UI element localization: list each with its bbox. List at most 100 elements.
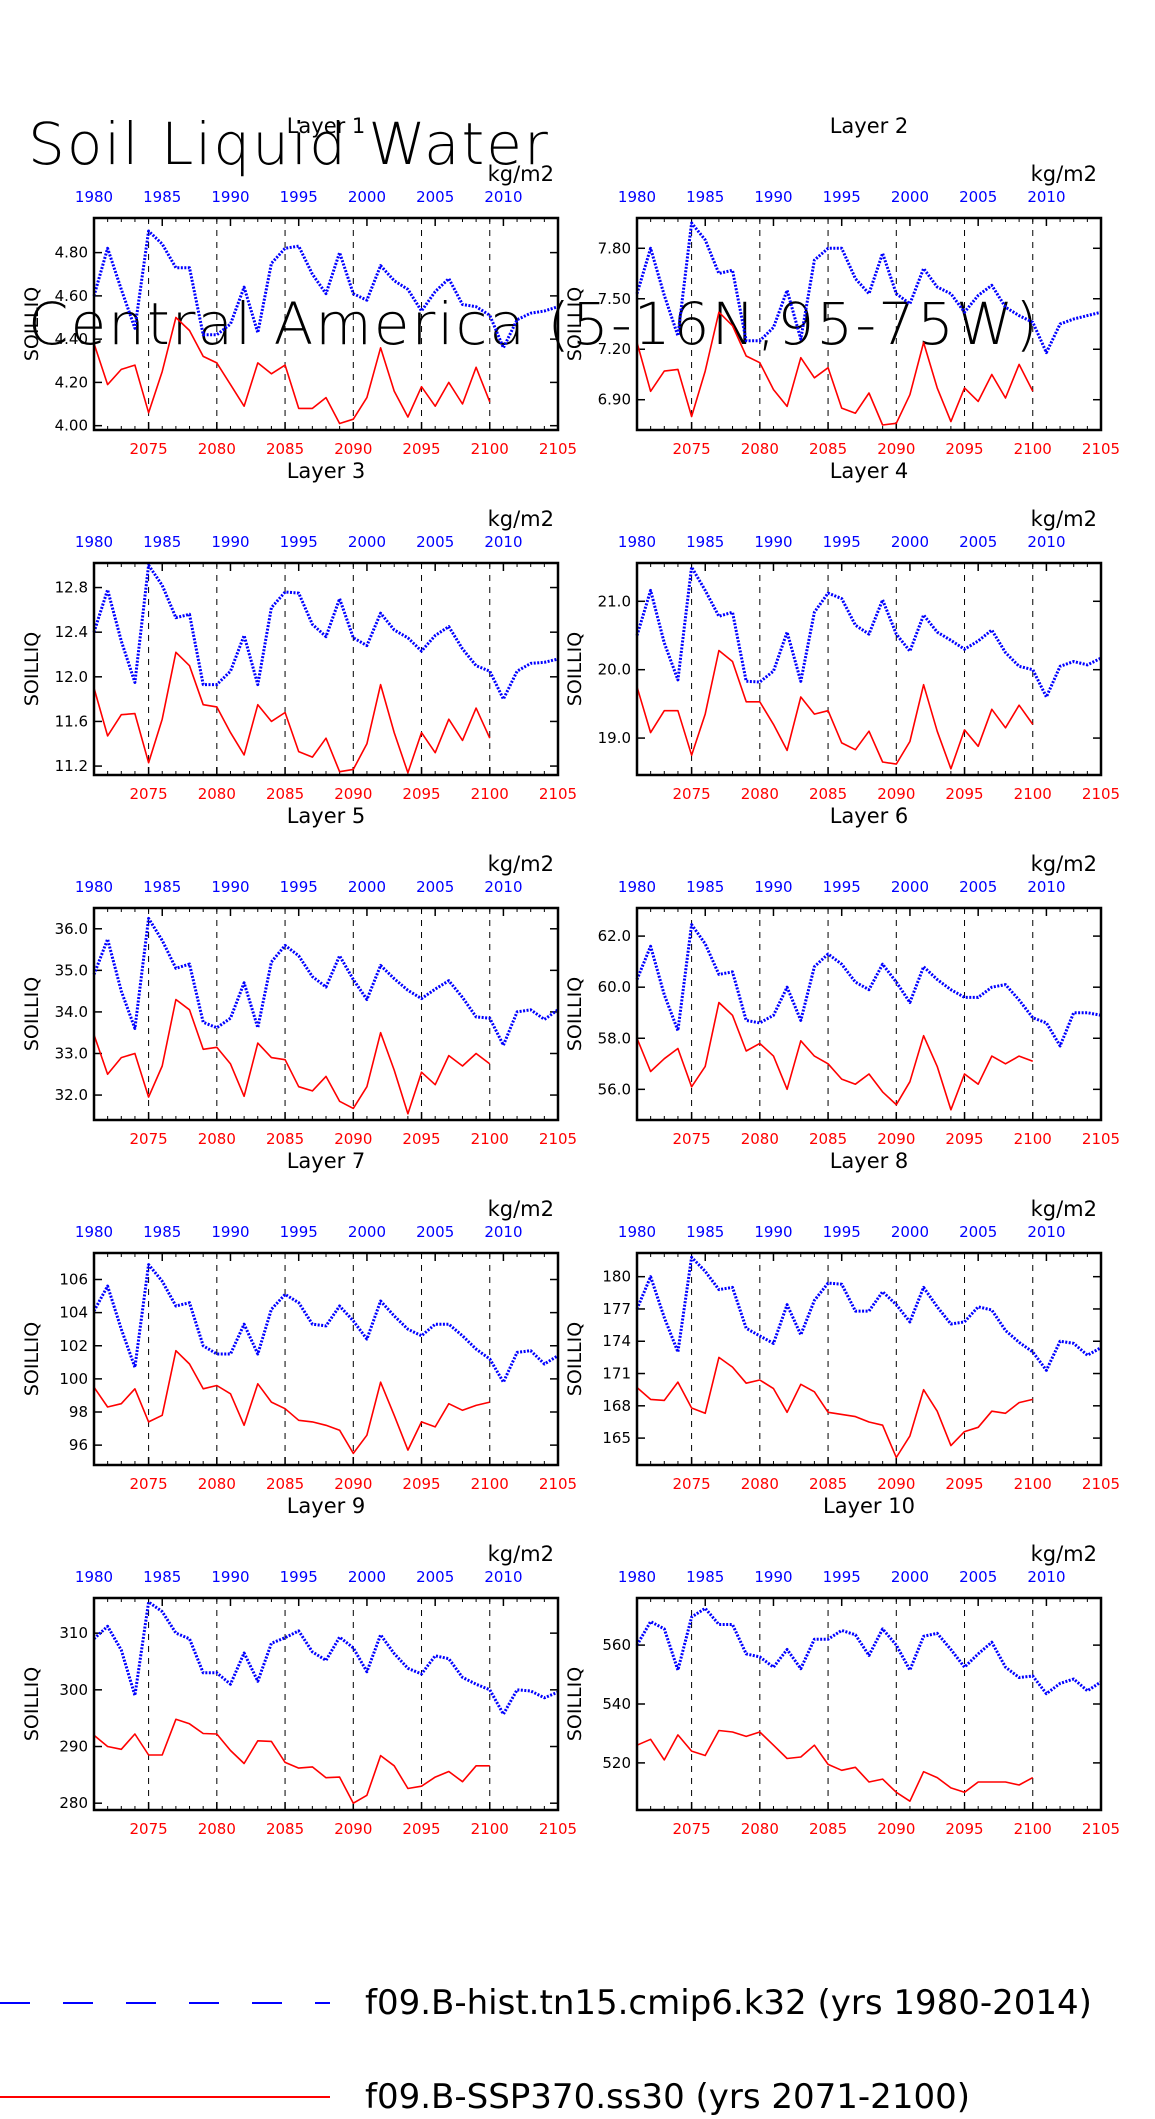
bottom-tick-label: 2105 [539, 785, 577, 803]
top-tick-label: 1990 [211, 188, 249, 206]
y-tick-label: 98 [69, 1403, 88, 1421]
top-tick-label: 1980 [75, 878, 113, 896]
y-tick-label: 4.40 [55, 330, 88, 348]
unit-label: kg/m2 [1031, 852, 1097, 876]
y-tick-label: 7.80 [598, 239, 631, 257]
bottom-tick-label: 2080 [198, 1820, 236, 1838]
y-axis-label: SOILLIQ [564, 977, 586, 1051]
bottom-tick-label: 2085 [809, 440, 847, 458]
bottom-tick-label: 2100 [1014, 1820, 1052, 1838]
top-tick-label: 2010 [1027, 878, 1065, 896]
y-tick-label: 7.20 [598, 340, 631, 358]
top-tick-label: 1985 [143, 1223, 181, 1241]
top-tick-label: 2010 [1027, 188, 1065, 206]
series-line-ssp [636, 311, 1034, 426]
top-tick-label: 1980 [618, 1223, 656, 1241]
top-tick-label: 2005 [416, 878, 454, 896]
series-line-hist [635, 221, 1102, 355]
series-line-ssp [93, 1349, 490, 1455]
chart-panel-7: Layer 7 kg/m2 1980 1985 1990 1995 2000 2005 2010… [21, 1149, 577, 1493]
bottom-tick-label: 2105 [539, 1130, 577, 1148]
panel-title: Layer 9 [287, 1494, 366, 1518]
bottom-tick-label: 2090 [334, 1475, 372, 1493]
bottom-tick-label: 2105 [539, 1475, 577, 1493]
panel-title: Layer 8 [830, 1149, 909, 1173]
top-tick-label: 1995 [823, 188, 861, 206]
bottom-tick-label: 2100 [1014, 440, 1052, 458]
y-tick-label: 104 [59, 1304, 88, 1322]
bottom-tick-label: 2075 [129, 1820, 167, 1838]
top-tick-label: 1985 [686, 188, 724, 206]
chart-panel-2: Layer 2 kg/m2 1980 1985 1990 1995 2000 2005 2010… [564, 114, 1120, 458]
top-tick-label: 2010 [484, 1223, 522, 1241]
panel-title: Layer 10 [823, 1494, 915, 1518]
top-tick-label: 2000 [348, 533, 386, 551]
unit-label: kg/m2 [1031, 507, 1097, 531]
top-tick-label: 2005 [416, 1568, 454, 1586]
bottom-tick-label: 2085 [266, 440, 304, 458]
bottom-tick-label: 2095 [945, 1130, 983, 1148]
plot-frame [92, 1251, 560, 1467]
bottom-tick-label: 2075 [129, 1475, 167, 1493]
series-line-ssp [93, 998, 491, 1115]
plot-frame [635, 216, 1103, 432]
top-tick-label: 2000 [891, 533, 929, 551]
y-axis-label: SOILLIQ [564, 1322, 586, 1396]
top-tick-label: 2005 [959, 878, 997, 896]
y-tick-label: 19.0 [598, 729, 631, 747]
unit-label: kg/m2 [488, 1197, 554, 1221]
bottom-tick-label: 2095 [402, 1475, 440, 1493]
chart-panel-9: Layer 9 kg/m2 1980 1985 1990 1995 2000 2005 2010… [21, 1494, 577, 1838]
y-tick-label: 20.0 [598, 661, 631, 679]
page-title-line-1: Soil Liquid Water [28, 110, 550, 178]
top-tick-label: 1995 [280, 878, 318, 896]
y-tick-label: 174 [602, 1332, 631, 1350]
y-tick-label: 56.0 [598, 1080, 631, 1098]
bottom-tick-label: 2080 [741, 1475, 779, 1493]
unit-label: kg/m2 [488, 162, 554, 186]
top-tick-label: 2005 [959, 188, 997, 206]
series-line-hist [92, 1600, 559, 1716]
y-axis-label: SOILLIQ [21, 977, 43, 1051]
y-tick-label: 12.8 [55, 579, 88, 597]
panel-title: Layer 5 [287, 804, 366, 828]
top-tick-label: 1990 [211, 1568, 249, 1586]
bottom-tick-label: 2085 [266, 1130, 304, 1148]
y-tick-label: 12.4 [55, 623, 88, 641]
top-tick-label: 2000 [348, 1568, 386, 1586]
y-tick-label: 32.0 [55, 1086, 88, 1104]
bottom-tick-label: 2090 [877, 1475, 915, 1493]
bottom-tick-label: 2085 [266, 785, 304, 803]
legend-hist-label: f09.B-hist.tn15.cmip6.k32 (yrs 1980-2014… [365, 1983, 1092, 2023]
bottom-tick-label: 2100 [471, 440, 509, 458]
y-tick-label: 106 [59, 1271, 88, 1289]
top-tick-label: 1985 [686, 1223, 724, 1241]
bottom-tick-label: 2085 [809, 785, 847, 803]
bottom-tick-label: 2100 [471, 1130, 509, 1148]
y-tick-label: 35.0 [55, 961, 88, 979]
top-tick-label: 1995 [823, 533, 861, 551]
y-tick-label: 310 [59, 1624, 88, 1642]
y-tick-label: 300 [59, 1681, 88, 1699]
y-tick-label: 280 [59, 1794, 88, 1812]
y-axis-label: SOILLIQ [564, 287, 586, 361]
unit-label: kg/m2 [1031, 1197, 1097, 1221]
y-axis-label: SOILLIQ [21, 632, 43, 706]
y-tick-label: 102 [59, 1337, 88, 1355]
chart-panel-10: Layer 10 kg/m2 1980 1985 1990 1995 2000 2005 201… [564, 1494, 1120, 1838]
y-tick-label: 4.20 [55, 373, 88, 391]
top-tick-label: 1985 [143, 533, 181, 551]
y-tick-label: 4.80 [55, 244, 88, 262]
top-tick-label: 2010 [1027, 533, 1065, 551]
top-tick-label: 2010 [1027, 1568, 1065, 1586]
series-line-ssp [636, 649, 1034, 770]
bottom-tick-label: 2090 [877, 785, 915, 803]
y-tick-label: 560 [602, 1636, 631, 1654]
panel-title: Layer 4 [830, 459, 909, 483]
top-tick-label: 1980 [618, 1568, 656, 1586]
top-tick-label: 2000 [348, 878, 386, 896]
chart-panel-6: Layer 6 kg/m2 1980 1985 1990 1995 2000 2005 2010… [564, 804, 1120, 1148]
bottom-tick-label: 2100 [471, 785, 509, 803]
top-tick-label: 1990 [754, 1568, 792, 1586]
